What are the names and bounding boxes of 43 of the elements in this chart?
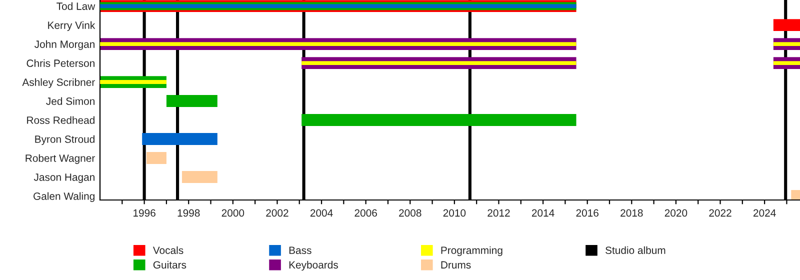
x-tick-label: 2022	[709, 209, 732, 217]
y-tick-label: Robert Wagner	[26, 154, 95, 164]
y-tick-label: Galen Waling	[34, 192, 94, 202]
x-tick-label: 2014	[532, 209, 554, 217]
bar	[302, 61, 576, 66]
legend-label: Keyboards	[289, 260, 338, 271]
legend-label: Studio album	[606, 246, 666, 254]
x-tick-label: 2024	[753, 209, 776, 217]
y-tick-label: John Morgan	[34, 40, 94, 50]
legend-label: Drums	[441, 261, 471, 269]
bar	[100, 42, 576, 46]
bar	[182, 171, 218, 183]
x-tick-label: 1998	[178, 209, 200, 217]
legend-label: Programming	[441, 246, 502, 256]
x-tick-label: 2010	[443, 209, 466, 217]
x-tick-label: 2008	[399, 209, 422, 217]
x-tick-label: 2016	[576, 209, 598, 217]
x-tick-label: 2012	[488, 209, 510, 217]
legend-label: Vocals	[152, 246, 184, 254]
y-tick-label: Kerry Vink	[48, 21, 96, 32]
bar	[773, 19, 800, 32]
bar	[302, 114, 576, 126]
y-tick-label: Byron Stroud	[35, 135, 94, 145]
x-tick-label: 2002	[266, 209, 288, 217]
x-tick-label: 2020	[664, 209, 688, 217]
bar	[146, 152, 166, 164]
legend-label: Guitars	[153, 260, 186, 269]
y-tick-label: Chris Peterson	[26, 59, 94, 67]
y-tick-label: Ashley Scribner	[22, 78, 95, 88]
y-tick-label: Tod Law	[56, 2, 96, 10]
y-tick-label: Jed Simon	[46, 97, 94, 105]
bar	[773, 61, 800, 66]
x-tick-label: 2006	[354, 209, 377, 217]
x-tick-label: 2004	[310, 209, 333, 217]
bar	[166, 95, 218, 108]
legend-label: Bass	[289, 246, 312, 254]
bar	[773, 42, 800, 46]
x-tick-label: 2000	[222, 209, 244, 217]
y-tick-label: Ross Redhead	[27, 116, 94, 124]
y-tick-label: Jason Hagan	[34, 174, 94, 183]
bar	[100, 80, 166, 84]
x-tick-label: 1996	[134, 209, 156, 217]
x-tick-label: 2018	[620, 209, 643, 217]
